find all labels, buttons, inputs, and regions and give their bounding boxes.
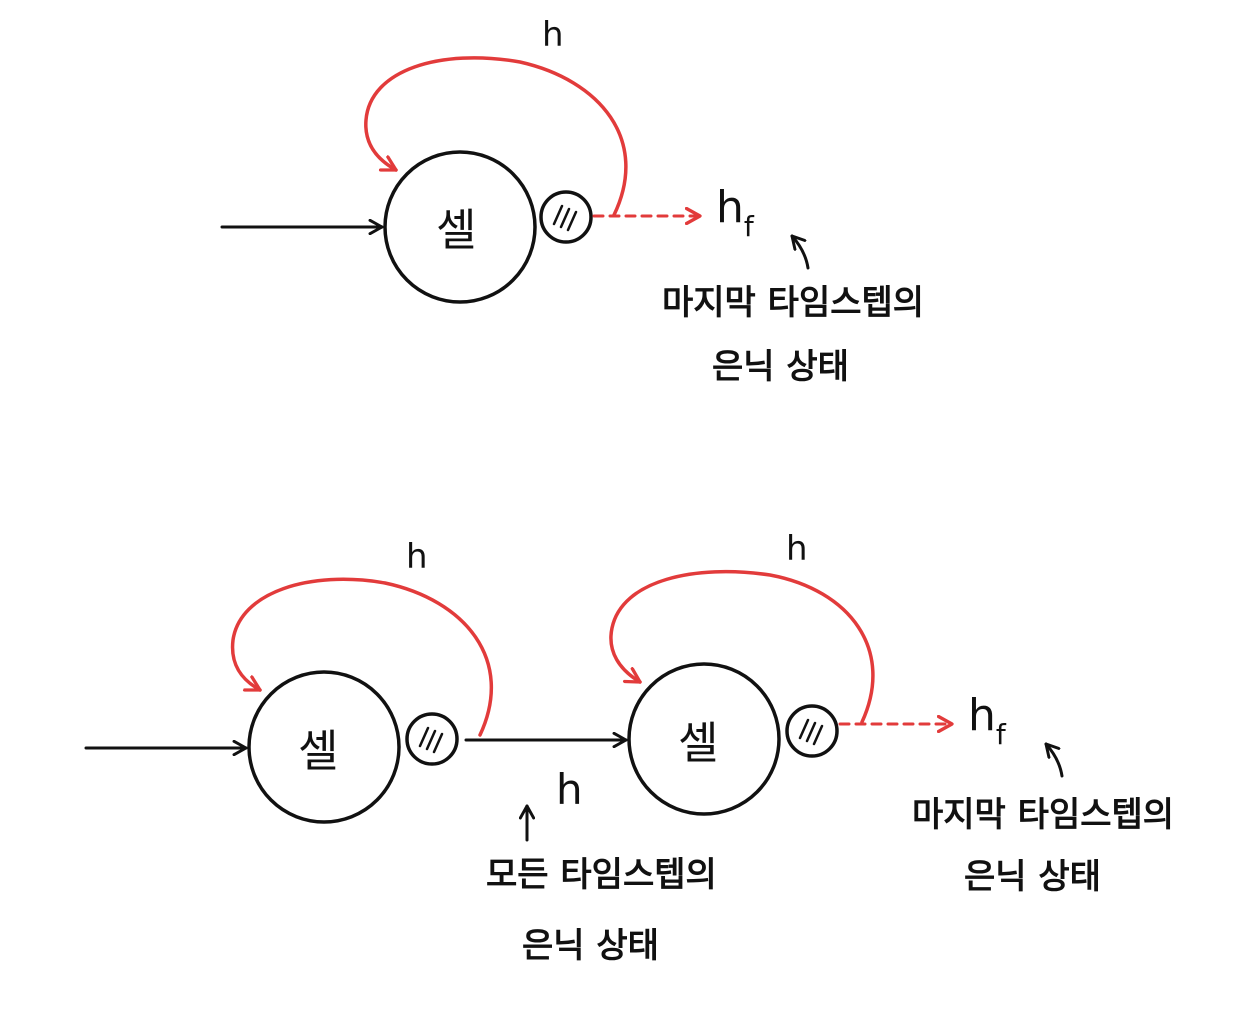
top-cell-label: 셀 — [436, 205, 476, 256]
bottom-recurrent-label-2: h — [786, 529, 808, 569]
bottom-cell-2 — [627, 662, 781, 816]
top-recurrent-label: h — [542, 15, 564, 55]
between-h-label: h — [556, 765, 583, 814]
bottom-activation-node-1 — [405, 712, 459, 766]
bottom-annotation-line2: 은닉 상태 — [964, 857, 1101, 897]
top-activation-node — [539, 190, 593, 244]
top-recurrent-arrow — [364, 56, 628, 217]
top-diagram: h 셀 hf 마지막 타임스텝의 은닉 상태 — [220, 15, 924, 387]
bottom-recurrent-label-1: h — [406, 537, 428, 577]
bottom-recurrent-arrow-2 — [609, 569, 875, 724]
top-annotation-pointer — [790, 234, 810, 270]
bottom-cell-1 — [247, 670, 401, 824]
bottom-annotation-line1: 마지막 타임스텝의 — [912, 795, 1174, 835]
between-annotation-line1: 모든 타임스텝의 — [486, 855, 717, 895]
top-annotation-line1: 마지막 타임스텝의 — [662, 283, 924, 323]
between-annotation-line2: 은닉 상태 — [522, 926, 659, 966]
top-output-label: hf — [716, 182, 755, 243]
top-annotation-line2: 은닉 상태 — [712, 347, 849, 387]
bottom-annotation-pointer — [1044, 742, 1064, 778]
bottom-output-label: hf — [968, 690, 1007, 751]
bottom-diagram: h 셀 h 모든 타임스텝의 은닉 상태 h 셀 — [84, 529, 1174, 966]
top-cell — [383, 150, 537, 304]
bottom-cell-2-label: 셀 — [678, 718, 718, 769]
bottom-cell-1-label: 셀 — [298, 726, 338, 777]
bottom-recurrent-arrow-1 — [230, 577, 493, 737]
bottom-activation-node-2 — [785, 704, 839, 758]
